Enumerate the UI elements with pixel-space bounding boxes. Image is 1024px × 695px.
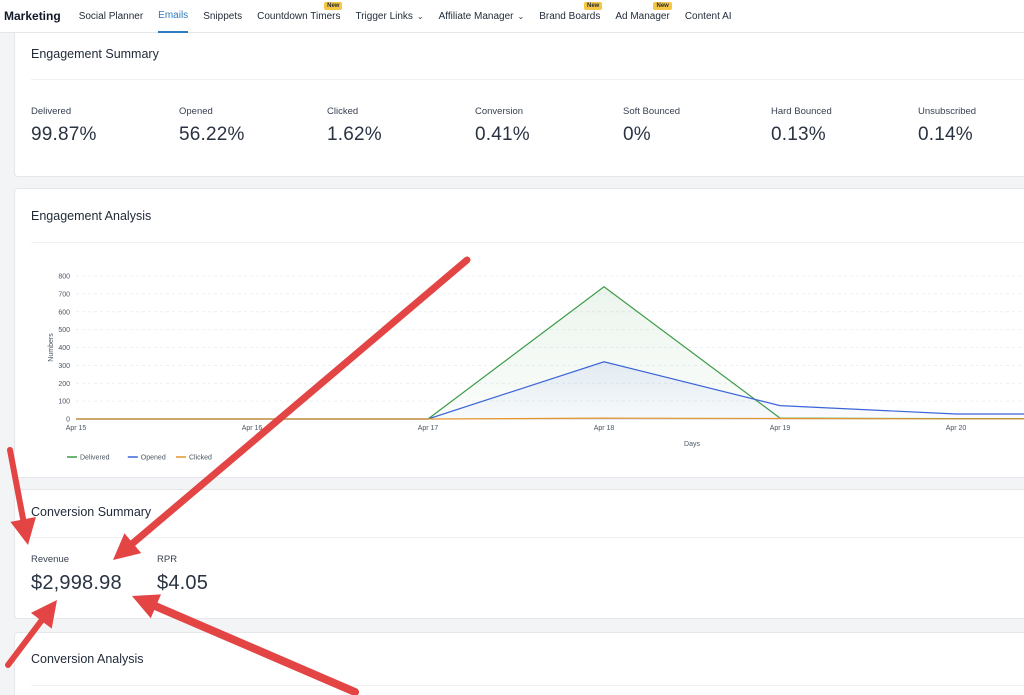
stat-opened: Opened 56.22% — [179, 106, 245, 146]
stat-clicked: Clicked 1.62% — [327, 106, 382, 146]
nav-ad-manager[interactable]: Ad Manager New — [615, 0, 672, 33]
stat-label: Conversion — [475, 106, 524, 117]
nav-brand-boards[interactable]: Brand Boards New — [539, 0, 603, 33]
stat-label: Opened — [179, 106, 213, 117]
y-tick-label: 300 — [58, 363, 70, 370]
nav-label: Brand Boards — [539, 10, 601, 22]
engagement-summary-card: Engagement Summary Delivered 99.87% Open… — [14, 33, 1024, 177]
divider — [31, 79, 1024, 80]
stat-rpr: RPR $4.05 — [157, 554, 208, 595]
divider — [31, 242, 1024, 243]
series-area-opened — [76, 361, 1024, 419]
stat-label: Unsubscribed — [918, 106, 977, 117]
y-tick-label: 200 — [58, 381, 70, 388]
nav-trigger-links[interactable]: Trigger Links ⌄ — [355, 0, 423, 33]
nav-label: Snippets — [203, 10, 243, 22]
stat-value: 0% — [623, 124, 651, 145]
engagement-analysis-title: Engagement Analysis — [31, 209, 152, 223]
app-title: Marketing — [4, 9, 61, 23]
y-tick-label: 0 — [66, 417, 70, 424]
x-tick-label: Apr 20 — [946, 425, 967, 432]
stat-label: Soft Bounced — [623, 106, 681, 117]
y-tick-label: 500 — [58, 327, 70, 334]
nav-label: Affiliate Manager — [438, 10, 514, 22]
chevron-down-icon: ⌄ — [517, 11, 525, 21]
stat-label: Hard Bounced — [771, 106, 832, 117]
x-axis-label: Days — [684, 441, 700, 448]
stat-conversion: Conversion 0.41% — [475, 106, 530, 146]
nav-snippets[interactable]: Snippets — [203, 0, 242, 33]
x-tick-label: Apr 15 — [66, 425, 87, 432]
engagement-summary-title: Engagement Summary — [31, 47, 159, 61]
y-tick-label: 400 — [58, 345, 70, 352]
top-navigation: Marketing Social Planner Emails Snippets… — [0, 0, 1024, 33]
new-badge: New — [324, 1, 343, 10]
x-tick-label: Apr 17 — [418, 425, 439, 432]
engagement-line-chart: 0 100 200 300 400 500 600 700 800 Apr 15 Apr 16 Apr… — [48, 274, 1024, 462]
legend-label: Delivered — [80, 455, 110, 462]
stat-unsubscribed: Unsubscribed 0.14% — [918, 106, 976, 146]
nav-emails[interactable]: Emails — [158, 0, 189, 33]
y-axis-label: Numbers — [48, 333, 55, 362]
stat-value: $4.05 — [157, 572, 209, 594]
nav-label: Content AI — [684, 10, 732, 22]
stat-value: 0.13% — [771, 124, 826, 145]
stat-soft-bounced: Soft Bounced 0% — [623, 106, 680, 146]
stat-value: $2,998.98 — [31, 572, 122, 594]
stat-value: 56.22% — [179, 124, 245, 145]
x-tick-label: Apr 18 — [594, 425, 615, 432]
stat-value: 1.62% — [327, 124, 382, 145]
y-tick-label: 100 — [58, 399, 70, 406]
new-badge: New — [584, 1, 603, 10]
divider — [31, 685, 1024, 686]
stat-label: Revenue — [31, 554, 70, 565]
nav-label: Countdown Timers — [257, 10, 341, 22]
nav-social-planner[interactable]: Social Planner — [79, 0, 143, 33]
stat-label: RPR — [157, 554, 178, 565]
engagement-analysis-card: Engagement Analysis 0 100 200 300 400 500 600 7… — [14, 188, 1024, 478]
chevron-down-icon: ⌄ — [416, 11, 424, 21]
nav-label: Social Planner — [78, 10, 144, 22]
nav-affiliate-manager[interactable]: Affiliate Manager ⌄ — [439, 0, 525, 33]
legend-label: Opened — [141, 455, 166, 462]
series-area-delivered — [76, 286, 1024, 419]
nav-content-ai[interactable]: Content AI — [685, 0, 732, 33]
stat-delivered: Delivered 99.87% — [31, 106, 97, 146]
stat-value: 0.14% — [918, 124, 973, 145]
y-tick-label: 700 — [58, 291, 70, 298]
stat-label: Delivered — [31, 106, 72, 117]
conversion-analysis-title: Conversion Analysis — [31, 652, 144, 666]
nav-countdown-timers[interactable]: Countdown Timers New — [257, 0, 343, 33]
series-line-clicked — [76, 417, 1024, 420]
nav-label: Trigger Links — [355, 10, 413, 22]
legend-label: Clicked — [189, 455, 212, 462]
nav-label: Emails — [158, 9, 189, 21]
conversion-summary-title: Conversion Summary — [31, 505, 152, 519]
stat-hard-bounced: Hard Bounced 0.13% — [771, 106, 832, 146]
stat-revenue: Revenue $2,998.98 — [31, 554, 122, 595]
conversion-analysis-card: Conversion Analysis — [14, 632, 1024, 695]
stat-value: 0.41% — [475, 124, 530, 145]
stat-label: Clicked — [327, 106, 359, 117]
conversion-summary-card: Conversion Summary Revenue $2,998.98 RPR… — [14, 489, 1024, 619]
nav-label: Ad Manager — [615, 10, 670, 22]
new-badge: New — [653, 1, 672, 10]
x-tick-label: Apr 16 — [242, 425, 263, 432]
y-tick-label: 800 — [58, 274, 70, 281]
divider — [31, 537, 1024, 538]
stat-value: 99.87% — [31, 124, 97, 145]
x-tick-label: Apr 19 — [770, 425, 791, 432]
y-tick-label: 600 — [58, 309, 70, 316]
